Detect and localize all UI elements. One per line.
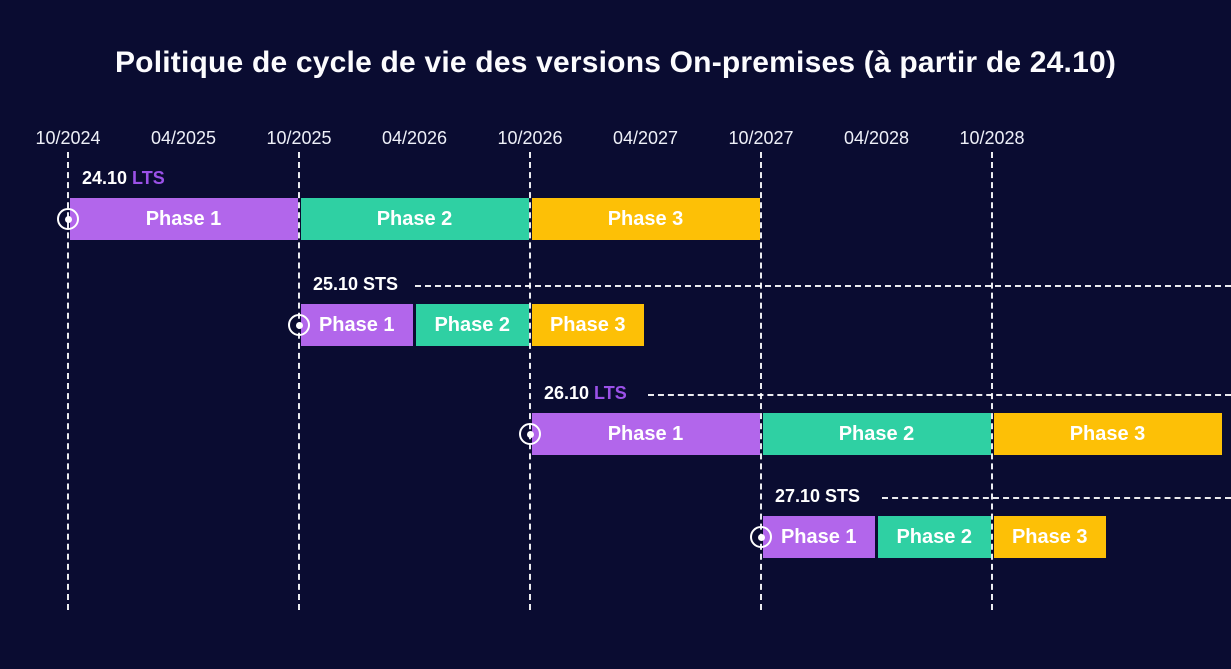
gridline-10-2027 — [760, 152, 762, 610]
phase-bar-phase-3: Phase 3 — [993, 413, 1222, 455]
version-number: 26.10 — [544, 383, 595, 403]
version-label: 24.10 LTS — [82, 168, 165, 189]
phase-bar-phase-3: Phase 3 — [993, 516, 1106, 558]
axis-tick-04-2028: 04/2028 — [843, 128, 910, 148]
axis-tick-10-2024: 10/2024 — [35, 128, 101, 148]
version-label: 25.10 STS — [313, 274, 398, 295]
version-label: 27.10 STS — [775, 486, 860, 507]
phase-bar-phase-2: Phase 2 — [878, 516, 991, 558]
release-start-marker-icon — [519, 423, 541, 445]
phase-bar-phase-2: Phase 2 — [416, 304, 529, 346]
channel-tag: LTS — [594, 383, 627, 403]
phase-bar-phase-3: Phase 3 — [531, 304, 644, 346]
phase-bar-phase-1: Phase 1 — [69, 198, 298, 240]
release-start-marker-icon — [57, 208, 79, 230]
continuation-dash-line — [882, 497, 1231, 499]
phase-bar-phase-1: Phase 1 — [531, 413, 760, 455]
marker-dot — [295, 321, 303, 329]
phase-bar-phase-2: Phase 2 — [300, 198, 529, 240]
phase-bar-phase-2: Phase 2 — [762, 413, 991, 455]
gridline-10-2026 — [529, 152, 531, 610]
axis-tick-04-2025: 04/2025 — [150, 128, 217, 148]
version-number: 27.10 — [775, 486, 826, 506]
gridline-10-2028 — [991, 152, 993, 610]
gridline-10-2024 — [67, 152, 69, 610]
gridline-10-2025 — [298, 152, 300, 610]
phase-bar-phase-1: Phase 1 — [300, 304, 413, 346]
axis-tick-10-2026: 10/2026 — [497, 128, 563, 148]
axis-tick-10-2027: 10/2027 — [728, 128, 794, 148]
marker-dot — [64, 215, 72, 223]
phase-bar-phase-3: Phase 3 — [531, 198, 760, 240]
chart-title: Politique de cycle de vie des versions O… — [114, 46, 1117, 79]
channel-tag: STS — [825, 486, 861, 506]
channel-tag: LTS — [132, 168, 165, 188]
version-number: 24.10 — [82, 168, 133, 188]
axis-tick-10-2025: 10/2025 — [266, 128, 332, 148]
phase-bar-phase-1: Phase 1 — [762, 516, 875, 558]
marker-dot — [526, 430, 534, 438]
continuation-dash-line — [415, 285, 1231, 287]
channel-tag: STS — [363, 274, 399, 294]
axis-tick-04-2026: 04/2026 — [381, 128, 448, 148]
axis-tick-10-2028: 10/2028 — [959, 128, 1025, 148]
version-label: 26.10 LTS — [544, 383, 627, 404]
release-start-marker-icon — [750, 526, 772, 548]
continuation-dash-line — [648, 394, 1231, 396]
axis-tick-04-2027: 04/2027 — [612, 128, 679, 148]
release-start-marker-icon — [288, 314, 310, 336]
version-number: 25.10 — [313, 274, 364, 294]
marker-dot — [757, 533, 765, 541]
